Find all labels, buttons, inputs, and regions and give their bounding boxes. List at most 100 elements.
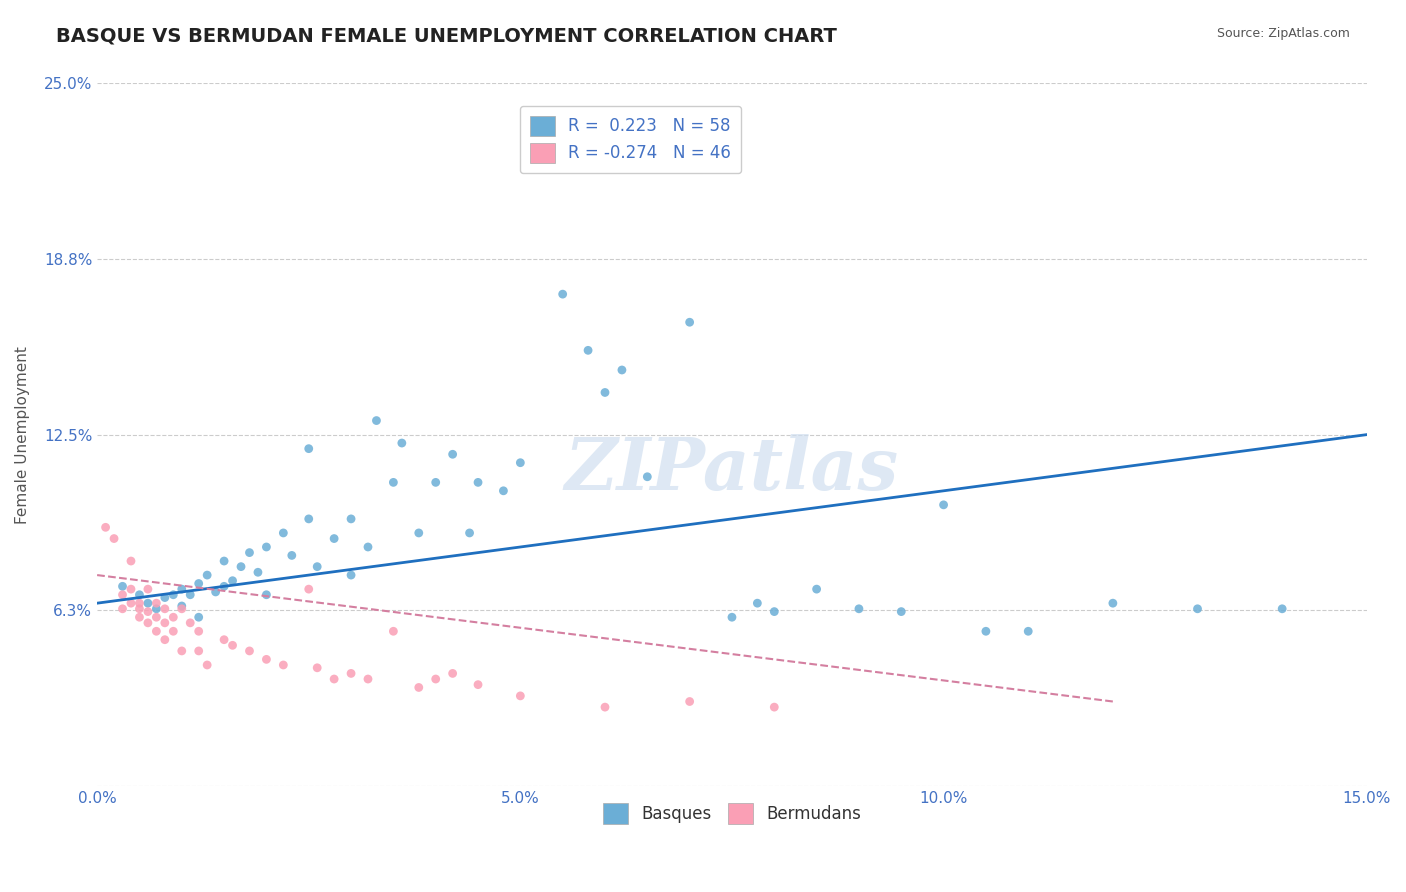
Point [187,576,209,591]
Point [153,602,176,616]
Point [145,624,167,639]
Point [162,588,184,602]
Point [246,566,269,580]
Point [128,588,150,602]
Point [425,672,447,686]
Point [298,512,321,526]
Point [170,602,193,616]
Point [273,657,295,672]
Point [179,615,201,630]
Point [195,657,218,672]
Point [111,579,134,593]
Point [721,610,744,624]
Point [229,559,252,574]
Point [679,315,702,329]
Point [307,661,329,675]
Point [323,672,346,686]
Point [111,588,134,602]
Point [204,585,226,599]
Point [170,644,193,658]
Point [145,602,167,616]
Point [128,596,150,610]
Point [170,582,193,596]
Point [340,666,363,681]
Point [187,624,209,639]
Point [974,624,997,639]
Point [128,610,150,624]
Point [467,475,489,490]
Point [747,596,769,610]
Point [458,525,481,540]
Point [509,689,531,703]
Point [408,525,430,540]
Text: BASQUE VS BERMUDAN FEMALE UNEMPLOYMENT CORRELATION CHART: BASQUE VS BERMUDAN FEMALE UNEMPLOYMENT C… [56,27,837,45]
Point [551,287,574,301]
Point [136,582,159,596]
Point [610,363,633,377]
Point [162,624,184,639]
Point [254,540,277,554]
Point [221,638,243,652]
Point [145,610,167,624]
Point [593,700,616,714]
Point [238,644,260,658]
Point [763,700,786,714]
Text: ZIPatlas: ZIPatlas [565,434,898,505]
Point [467,678,489,692]
Point [1102,596,1125,610]
Text: Source: ZipAtlas.com: Source: ZipAtlas.com [1216,27,1350,40]
Point [136,596,159,610]
Point [120,596,142,610]
Point [187,644,209,658]
Point [1187,602,1209,616]
Point [382,624,405,639]
Point [1017,624,1039,639]
Point [391,436,413,450]
Point [441,447,464,461]
Point [366,413,388,427]
Point [111,602,134,616]
Point [323,532,346,546]
Point [408,681,430,695]
Point [153,632,176,647]
Point [238,546,260,560]
Point [932,498,955,512]
Point [492,483,515,498]
Point [509,456,531,470]
Point [120,554,142,568]
Point [441,666,464,681]
Point [848,602,870,616]
Point [340,512,363,526]
Point [254,588,277,602]
Point [212,632,235,647]
Point [221,574,243,588]
Point [593,385,616,400]
Point [1271,602,1294,616]
Point [153,615,176,630]
Point [281,549,304,563]
Point [357,672,380,686]
Point [679,694,702,708]
Point [103,532,125,546]
Legend: Basques, Bermudans: Basques, Bermudans [593,793,872,834]
Point [254,652,277,666]
Point [636,469,658,483]
Y-axis label: Female Unemployment: Female Unemployment [15,346,30,524]
Point [357,540,380,554]
Point [212,579,235,593]
Point [890,605,912,619]
Point [298,582,321,596]
Point [806,582,828,596]
Point [195,568,218,582]
Point [340,568,363,582]
Point [136,605,159,619]
Point [212,554,235,568]
Point [307,559,329,574]
Point [170,599,193,613]
Point [179,588,201,602]
Point [136,615,159,630]
Point [128,602,150,616]
Point [162,610,184,624]
Point [94,520,117,534]
Point [576,343,599,358]
